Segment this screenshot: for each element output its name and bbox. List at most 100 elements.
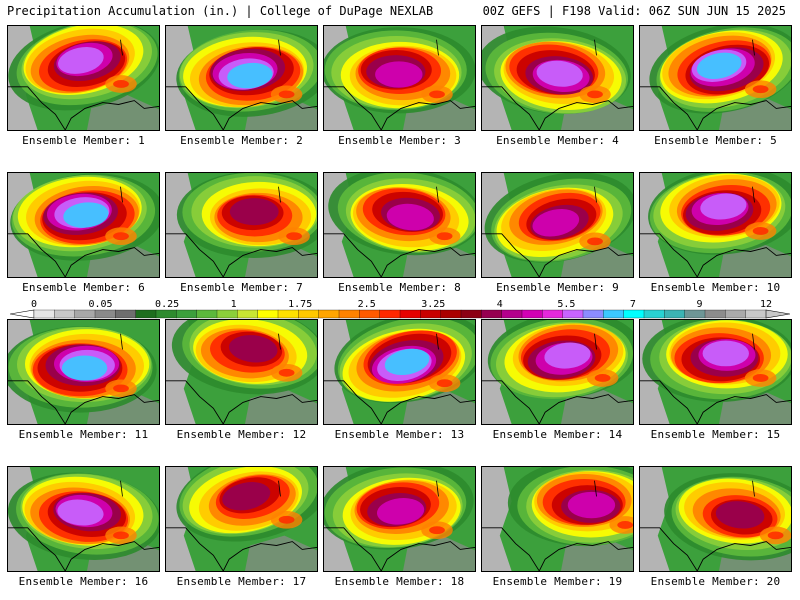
precip-map [323,25,476,131]
ensemble-member-label: Ensemble Member: 8 [338,281,461,294]
precip-map [323,172,476,278]
colorbar-swatch [74,309,96,319]
ensemble-member-label: Ensemble Member: 11 [18,428,149,441]
coastline [64,541,159,571]
colorbar-tick-label: 0.05 [88,299,112,310]
colorbar-swatch [359,309,381,319]
colorbar-min-arrow [10,309,35,319]
precip-field [8,320,159,424]
colorbar-swatch [542,309,564,319]
coastline [538,247,633,277]
precip-contour [696,52,742,79]
country-border [8,380,66,424]
precip-field [640,467,791,571]
country-border [324,86,382,130]
country-border [640,380,698,424]
precip-map [481,319,634,425]
country-border [324,527,382,571]
precip-field [482,467,633,571]
precip-map [639,319,792,425]
colorbar-swatch [318,309,340,319]
coastline [538,100,633,130]
precip-contour [384,348,430,376]
precip-field [8,26,159,130]
precip-field [640,173,791,277]
ensemble-member-label: Ensemble Member: 4 [496,134,619,147]
colorbar-swatch [582,309,604,319]
colorbar-swatch [623,309,645,319]
colorbar-swatch [481,309,503,319]
colorbar-swatch [603,309,625,319]
precip-contour [57,499,104,526]
precip-field [640,320,791,424]
colorbar-swatch [115,309,137,319]
precip-map [165,25,318,131]
precip-map [323,466,476,572]
colorbar-swatch [257,309,279,319]
colorbar-swatch [684,309,706,319]
colorbar-swatch [277,309,299,319]
precip-map [481,172,634,278]
ensemble-member-label: Ensemble Member: 10 [650,281,781,294]
ensemble-member-label: Ensemble Member: 20 [650,575,781,588]
ensemble-member-label: Ensemble Member: 6 [22,281,145,294]
colorbar-swatch [501,309,523,319]
colorbar-swatch [704,309,726,319]
precip-contour [228,335,278,363]
colorbar-swatch [135,309,157,319]
ensemble-member-label: Ensemble Member: 9 [496,281,619,294]
precip-field [482,26,633,130]
precip-map [7,466,160,572]
coastline [380,247,475,277]
ensemble-member-label: Ensemble Member: 3 [338,134,461,147]
ensemble-member-label: Ensemble Member: 16 [18,575,149,588]
precip-map [7,172,160,278]
precip-field [324,26,475,130]
precip-contour [532,209,580,237]
coastline [64,247,159,277]
colorbar-swatch [338,309,360,319]
precip-field [166,320,317,424]
product-title: Precipitation Accumulation (in.) | Colle… [7,4,434,18]
precip-contour [544,342,591,369]
precip-contour [63,202,109,228]
colorbar-swatch [440,309,462,319]
colorbar-swatch [725,309,747,319]
colorbar-tick-label: 1.75 [288,299,312,310]
precip-contour [376,498,425,525]
precip-field [482,320,633,424]
precip-field [640,26,791,130]
colorbar-tick-label: 9 [696,299,702,310]
precip-contour [700,193,747,220]
colorbar-tick-label: 4 [497,299,503,310]
colorbar-swatch [521,309,543,319]
coastline [538,541,633,571]
precip-map [481,25,634,131]
precip-map [165,319,318,425]
precip-field [166,467,317,571]
colorbar-swatch [155,309,177,319]
country-border [8,86,66,130]
ensemble-member-label: Ensemble Member: 19 [492,575,623,588]
colorbar-swatch [420,309,442,319]
precip-contour [61,355,108,381]
precip-field [324,173,475,277]
country-border [482,233,540,277]
coastline [696,100,791,130]
coastline [380,541,475,571]
coastline [696,541,791,571]
precip-map [165,466,318,572]
colorbar-tick-label: 3.25 [421,299,445,310]
coastline [222,100,317,130]
ensemble-member-label: Ensemble Member: 18 [334,575,465,588]
ensemble-member-label: Ensemble Member: 2 [180,134,303,147]
precip-map [165,172,318,278]
precip-map [639,466,792,572]
precip-map [323,319,476,425]
coastline [696,394,791,424]
precip-map [639,25,792,131]
ensemble-member-label: Ensemble Member: 12 [176,428,307,441]
colorbar-tick-label: 2.5 [358,299,376,310]
colorbar-swatch [379,309,401,319]
country-border [8,527,66,571]
